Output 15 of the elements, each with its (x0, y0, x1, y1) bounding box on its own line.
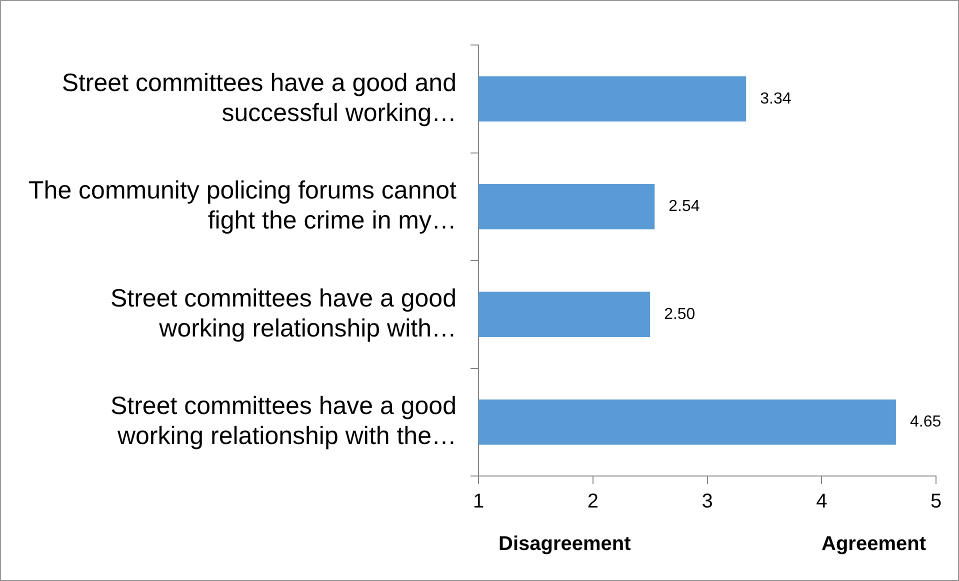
x-tick-label: 5 (930, 490, 942, 513)
text: Agreement (822, 533, 926, 555)
data-label: 2.54 (668, 198, 700, 216)
x-tick-label: 4 (816, 490, 828, 513)
y-tick-label: Street committees have a good working relationship with the… (110, 392, 456, 450)
x-tick-label: 2 (587, 490, 598, 513)
data-label: 2.50 (664, 306, 696, 323)
y-tick-label: The community policing forums cannot fight the crime in my… (28, 176, 457, 235)
text: Disagreement (498, 533, 632, 555)
y-tick-label: Street committees have a good and successful working… (62, 68, 456, 127)
data-label: 3.34 (760, 90, 792, 108)
data-label: 4.65 (910, 414, 942, 431)
y-tick-label: Street committees have a good working relationship with… (110, 284, 456, 342)
x-tick-label: 3 (702, 490, 713, 513)
x-tick-label: 1 (472, 490, 484, 513)
